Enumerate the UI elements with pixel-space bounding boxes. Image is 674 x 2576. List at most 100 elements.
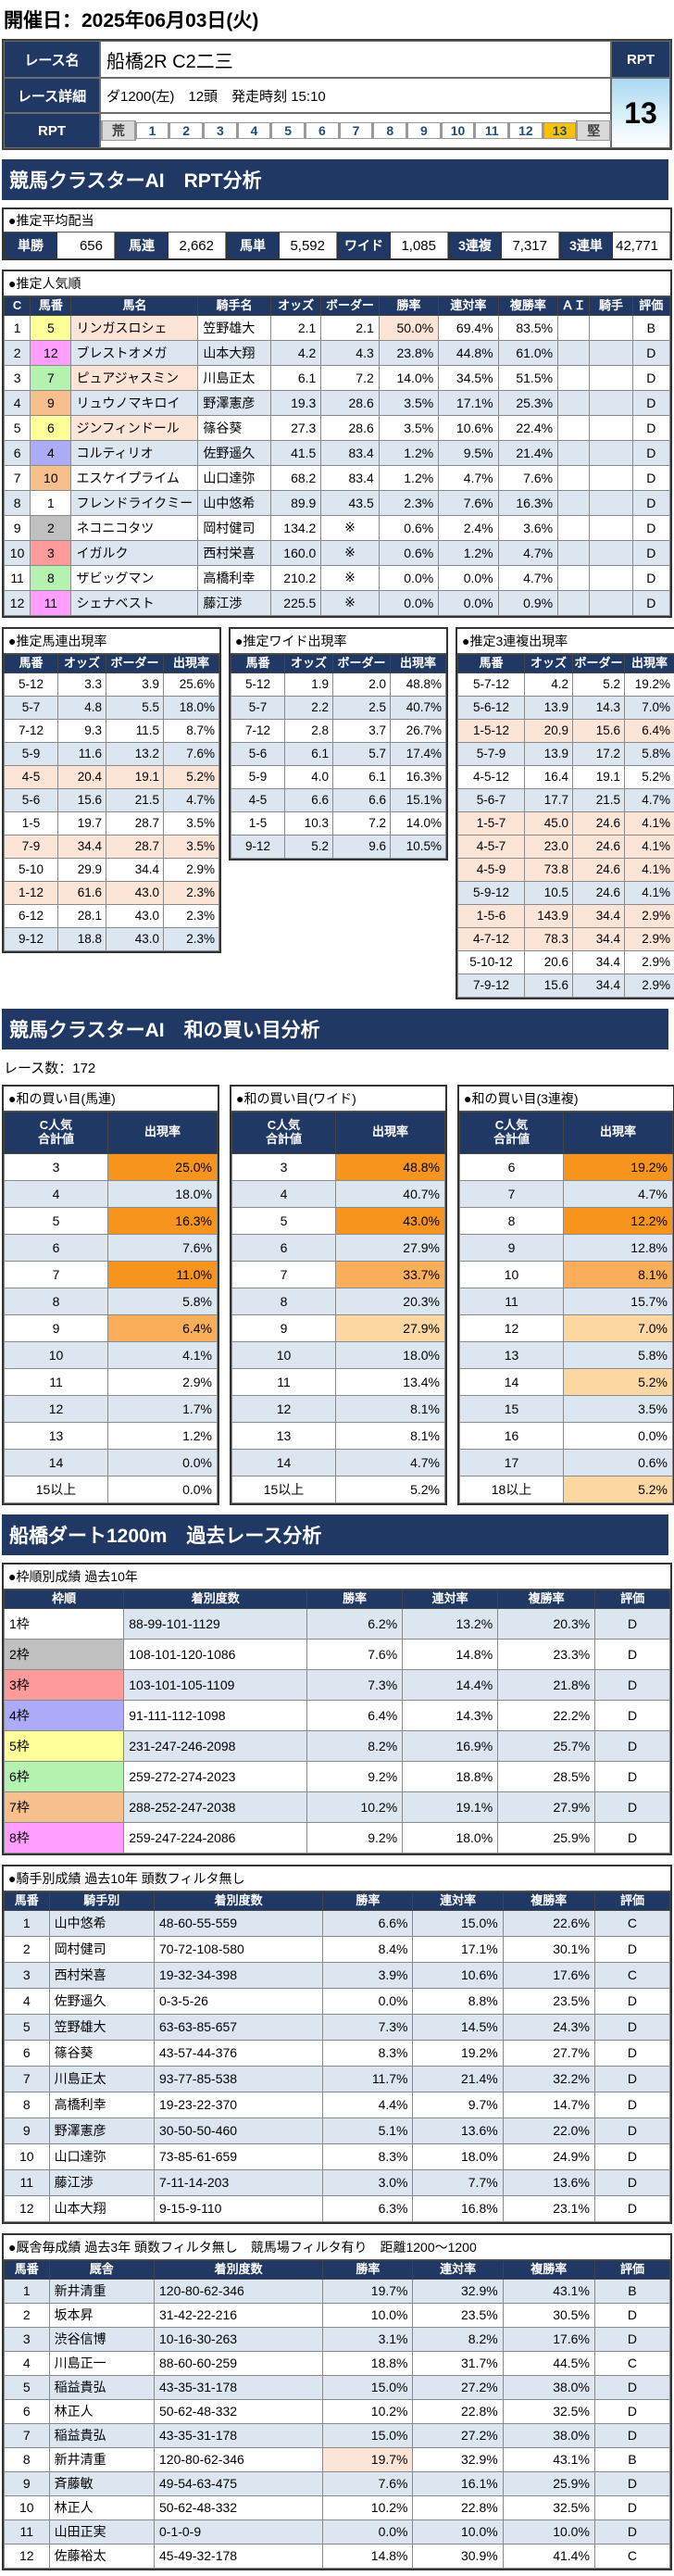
cell: 稲益貴弘 [49, 2375, 154, 2399]
cell: 9.6 [333, 835, 391, 858]
rpt-scale-cell-8: 8 [373, 123, 406, 138]
cell: 13.6% [503, 2169, 594, 2195]
cell: 16.9% [403, 1730, 498, 1761]
cell: 2.3% [164, 927, 219, 950]
cell: 0.0% [379, 565, 438, 590]
cell: 17.2 [573, 742, 625, 765]
cell: 5.2% [625, 765, 674, 788]
cell: 20.6 [525, 950, 573, 974]
cell: 3.1% [323, 2327, 413, 2351]
cell: 新井清重 [49, 2279, 154, 2303]
cell: 4 [31, 440, 71, 465]
cell: 15.1% [391, 788, 446, 811]
cell: D [594, 2092, 669, 2117]
cell: D [594, 2519, 669, 2544]
cell: 19.1 [106, 765, 164, 788]
payout-label: 3連単 [559, 232, 613, 258]
rpt-scale-cell-堅: 堅 [577, 121, 610, 140]
cell: 12 [460, 1314, 564, 1341]
cell: 12 [5, 2195, 50, 2221]
cell: リュウノマキロイ [71, 390, 198, 415]
cell: 5-7 [231, 696, 285, 719]
cell: 4.1% [108, 1341, 218, 1368]
cell: 14.0% [379, 365, 438, 390]
cell: 18以上 [460, 1476, 564, 1502]
cell: 41.5 [270, 440, 320, 465]
cell: 23.5% [413, 2303, 503, 2327]
cell: 259-247-224-2086 [124, 1822, 307, 1853]
cell: 8.7% [164, 719, 219, 742]
cell: 20.4 [58, 765, 106, 788]
sanrenpuku-title: ●推定3連複出現率 [457, 629, 674, 654]
cell: 17 [460, 1449, 564, 1476]
column-header: 馬番 [5, 654, 58, 672]
cell: 15以上 [5, 1476, 108, 1502]
cell: 8.1% [564, 1261, 673, 1288]
cell: 5-7-9 [458, 742, 525, 765]
cell: 11 [232, 1368, 336, 1395]
cell: D [594, 2195, 669, 2221]
cell: 1.9 [285, 672, 333, 696]
cell: 22.2% [498, 1700, 595, 1730]
cell: 69.4% [439, 315, 498, 340]
cell: 笠野雄大 [49, 2014, 154, 2040]
cell: 40.7% [391, 696, 446, 719]
cell: 3.7 [333, 719, 391, 742]
column-header: オッズ [58, 654, 106, 672]
cell: 7 [5, 1261, 108, 1288]
cell: 川島正太 [49, 2066, 154, 2092]
cell: D [632, 490, 669, 515]
wa-wide-title: ●和の買い目(ワイド) [231, 1087, 445, 1112]
cell: 12 [5, 590, 31, 615]
cell: 28.6 [321, 390, 379, 415]
cell: 3枠 [5, 1669, 124, 1700]
cell: ※ [321, 590, 379, 615]
cell: 6 [31, 415, 71, 440]
rpt-header: RPT [611, 41, 670, 78]
cell: 14 [5, 1449, 108, 1476]
cell: D [632, 540, 669, 565]
cell: 7-12 [231, 719, 285, 742]
cell: 7.7% [413, 2169, 503, 2195]
cell: 8.8% [413, 1988, 503, 2014]
rpt-scale-cell-10: 10 [442, 123, 475, 138]
cell: 野澤憲彦 [198, 390, 271, 415]
cell: 5 [5, 415, 31, 440]
cell: 5-6 [5, 788, 58, 811]
column-header: ボーダー [333, 654, 391, 672]
cell [558, 340, 590, 365]
cell: 9-15-9-110 [155, 2195, 323, 2221]
cell: 2.9% [625, 950, 674, 974]
cell: 4-5-9 [458, 858, 525, 881]
cell: 3 [5, 2327, 50, 2351]
cell: 30-50-50-460 [155, 2117, 323, 2143]
cell: 17.6% [503, 2327, 594, 2351]
cell: 6.2% [307, 1608, 403, 1639]
cell: D [595, 1700, 670, 1730]
cell: 1.2% [439, 540, 498, 565]
cell: シェナベスト [71, 590, 198, 615]
column-header: 馬番 [31, 297, 71, 316]
cell: 18.8% [323, 2351, 413, 2375]
cell [558, 465, 590, 490]
column-header: オッズ [525, 654, 573, 672]
cell: 34.4 [573, 904, 625, 927]
cell: D [594, 2117, 669, 2143]
cell: 19.7% [323, 2447, 413, 2471]
cell: D [594, 1936, 669, 1962]
